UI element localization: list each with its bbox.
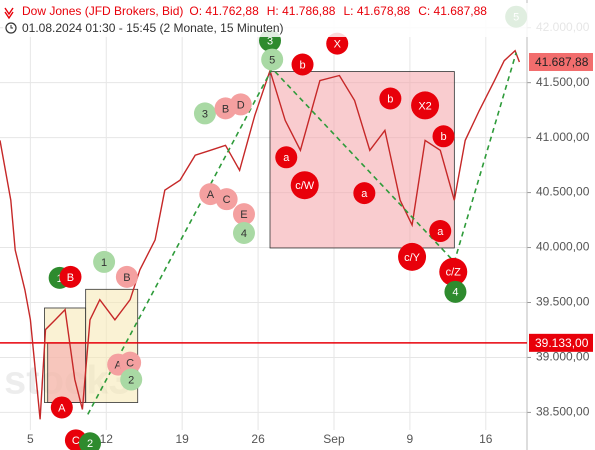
x-tick-label: 12: [100, 432, 114, 446]
wave-label: 4: [452, 287, 458, 299]
chart-subtitle: 01.08.2024 01:30 - 15:45 (2 Monate, 15 M…: [22, 21, 284, 35]
wave-label-marker: [115, 265, 138, 288]
wave-label: X2: [418, 100, 431, 112]
wave-label: a: [283, 152, 290, 164]
wave-label: D: [237, 99, 245, 111]
wave-label-marker: [444, 280, 467, 303]
wave-label-marker: [275, 146, 298, 169]
wave-label-marker: [59, 265, 82, 288]
wave-label-marker: [432, 125, 455, 148]
y-tick-label: 39.000,00: [536, 350, 590, 364]
wave-label: c/Y: [404, 252, 421, 264]
y-tick-label: 38.500,00: [536, 405, 590, 419]
wave-label-marker: [232, 203, 255, 226]
chart-title: Dow Jones (JFD Brokers, Bid): [22, 4, 183, 18]
x-tick-label: 26: [251, 432, 265, 446]
wave-label-marker: [353, 182, 376, 205]
price-tag: [529, 333, 593, 352]
wave-label: B: [67, 272, 74, 284]
wave-label: a: [437, 226, 444, 238]
ohlc-value: H: 41.786,88: [267, 4, 336, 18]
wave-label-marker: [291, 53, 314, 76]
zone: [47, 342, 87, 403]
y-tick-label: 41.000,00: [536, 130, 590, 144]
wave-label: 3: [267, 36, 273, 48]
wave-label-marker: [429, 220, 452, 243]
wave-label-marker: [93, 250, 116, 273]
y-tick-label: 39.500,00: [536, 295, 590, 309]
wave-label-marker: [326, 32, 349, 55]
y-tick-label: 41.500,00: [536, 75, 590, 89]
wave-label-marker: [229, 93, 252, 116]
price-tag-label: 41.687,88: [535, 55, 589, 69]
wave-label-marker: [232, 222, 255, 245]
wave-label-marker: [193, 102, 216, 125]
wave-label: A: [115, 360, 123, 372]
x-tick-label: 16: [479, 432, 493, 446]
price-tag-label: 39.133,00: [535, 336, 589, 350]
clock-icon: [5, 22, 17, 34]
wave-label: a: [361, 188, 368, 200]
wave-label: b: [440, 131, 446, 143]
wave-label: C: [223, 194, 231, 206]
x-tick-label: 9: [407, 432, 414, 446]
x-tick-label: Sep: [323, 432, 345, 446]
wave-label: 1: [101, 257, 107, 269]
wave-label: c/W: [295, 180, 315, 192]
clock-hand: [10, 25, 13, 29]
wave-line: [87, 52, 517, 415]
wave-label-marker: [261, 48, 284, 71]
wave-label: B: [222, 103, 229, 115]
price-tag: [529, 53, 593, 72]
ohlc-value: O: 41.762,88: [189, 4, 259, 18]
title-icon: [4, 7, 14, 20]
ohlc-value: C: 41.687,88: [418, 4, 487, 18]
wave-label-marker: [411, 91, 440, 120]
wave-label: 5: [269, 54, 275, 66]
price-line: [0, 49, 521, 420]
wave-label: A: [58, 402, 66, 414]
x-tick-label: 5: [27, 432, 34, 446]
x-tick-label: 19: [175, 432, 189, 446]
wave-label-marker: [290, 171, 319, 200]
wave-label: 3: [202, 108, 208, 120]
wave-label: E: [240, 209, 247, 221]
wave-label: B: [123, 272, 130, 284]
wave-label: C: [72, 435, 80, 447]
header-bg: [3, 3, 595, 37]
wave-label: b: [299, 59, 305, 71]
wave-label-marker: [50, 396, 73, 419]
wave-label-marker: [79, 432, 101, 450]
ohlc-value: L: 41.678,88: [343, 4, 410, 18]
wave-label-marker: [119, 351, 142, 374]
wave-label-marker: [120, 368, 143, 391]
wave-label-marker: [215, 188, 238, 211]
wave-label: 2: [87, 438, 93, 450]
wave-label: C: [126, 358, 134, 370]
wave-label-marker: [439, 257, 468, 286]
wave-label: b: [387, 93, 393, 105]
wave-label-marker: [398, 242, 427, 271]
y-tick-label: 40.500,00: [536, 185, 590, 199]
wave-label: 2: [128, 374, 134, 386]
wave-label: c/Z: [446, 267, 462, 279]
wave-label: A: [207, 189, 215, 201]
wave-label: X: [334, 39, 342, 51]
wave-label: 1: [57, 273, 63, 285]
y-tick-label: 40.000,00: [536, 240, 590, 254]
header: Dow Jones (JFD Brokers, Bid) 01.08.2024 …: [3, 3, 595, 37]
wave-label-marker: [379, 87, 402, 110]
wave-label: 4: [241, 228, 247, 240]
